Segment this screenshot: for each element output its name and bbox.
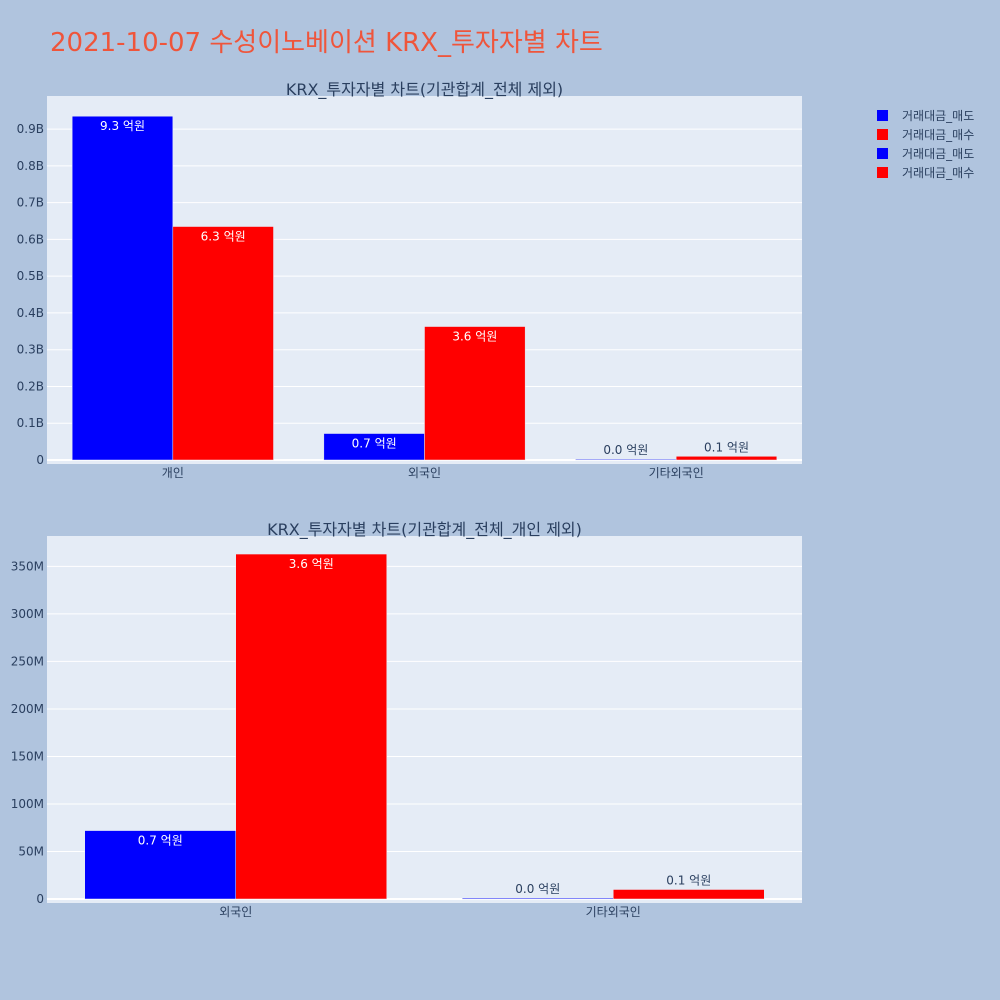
y-tick-label: 0.6B — [17, 232, 44, 246]
bar — [424, 326, 526, 461]
data-label: 0.0 억원 — [603, 443, 648, 457]
x-tick-label: 외국인 — [219, 905, 252, 919]
x-tick-label: 기타외국인 — [586, 905, 641, 919]
bar — [235, 553, 387, 900]
legend-label: 거래대금_매도 — [902, 147, 974, 161]
data-label: 0.0 억원 — [515, 882, 560, 896]
data-label: 6.3 억원 — [201, 230, 246, 244]
bar — [323, 433, 425, 461]
x-tick-label: 외국인 — [408, 466, 441, 480]
y-tick-label: 50M — [18, 844, 44, 858]
y-tick-label: 250M — [11, 654, 44, 668]
bar — [675, 456, 778, 461]
y-tick-label: 150M — [11, 749, 44, 763]
subplot-title-1: KRX_투자자별 차트(기관합계_전체 제외) — [286, 80, 563, 100]
y-tick-label: 0.5B — [17, 269, 44, 283]
data-label: 3.6 억원 — [452, 330, 497, 344]
legend-label: 거래대금_매수 — [902, 128, 974, 142]
y-tick-label: 0.3B — [17, 343, 44, 357]
y-tick-label: 100M — [11, 797, 44, 811]
data-label: 9.3 억원 — [100, 119, 145, 133]
bar — [172, 226, 274, 461]
legend-swatch — [877, 148, 888, 159]
y-tick-label: 0.9B — [17, 122, 44, 136]
legend-swatch — [877, 129, 888, 140]
x-tick-label: 개인 — [162, 466, 184, 480]
y-tick-label: 0.7B — [17, 196, 44, 210]
data-label: 3.6 억원 — [289, 557, 334, 571]
legend-label: 거래대금_매도 — [902, 109, 974, 123]
bar — [71, 115, 174, 461]
x-tick-label: 기타외국인 — [649, 466, 704, 480]
bar — [575, 458, 677, 461]
data-label: 0.1 억원 — [704, 440, 749, 454]
subplot-title-2: KRX_투자자별 차트(기관합계_전체_개인 제외) — [267, 520, 582, 540]
y-tick-label: 0.2B — [17, 379, 44, 393]
bar — [613, 889, 765, 900]
y-tick-label: 0 — [36, 892, 44, 906]
y-tick-label: 0.8B — [17, 159, 44, 173]
legend-label: 거래대금_매수 — [902, 166, 974, 180]
y-tick-label: 200M — [11, 702, 44, 716]
y-tick-label: 0 — [36, 453, 44, 467]
legend-swatch — [877, 167, 888, 178]
y-tick-label: 0.1B — [17, 416, 44, 430]
data-label: 0.7 억원 — [138, 834, 183, 848]
data-label: 0.1 억원 — [666, 873, 711, 887]
bar — [462, 897, 614, 900]
y-tick-label: 350M — [11, 559, 44, 573]
bar — [84, 830, 236, 900]
data-label: 0.7 억원 — [352, 437, 397, 451]
page-title: 2021-10-07 수성이노베이션 KRX_투자자별 차트 — [50, 28, 603, 58]
legend-swatch — [877, 110, 888, 121]
y-tick-label: 0.4B — [17, 306, 44, 320]
y-tick-label: 300M — [11, 607, 44, 621]
